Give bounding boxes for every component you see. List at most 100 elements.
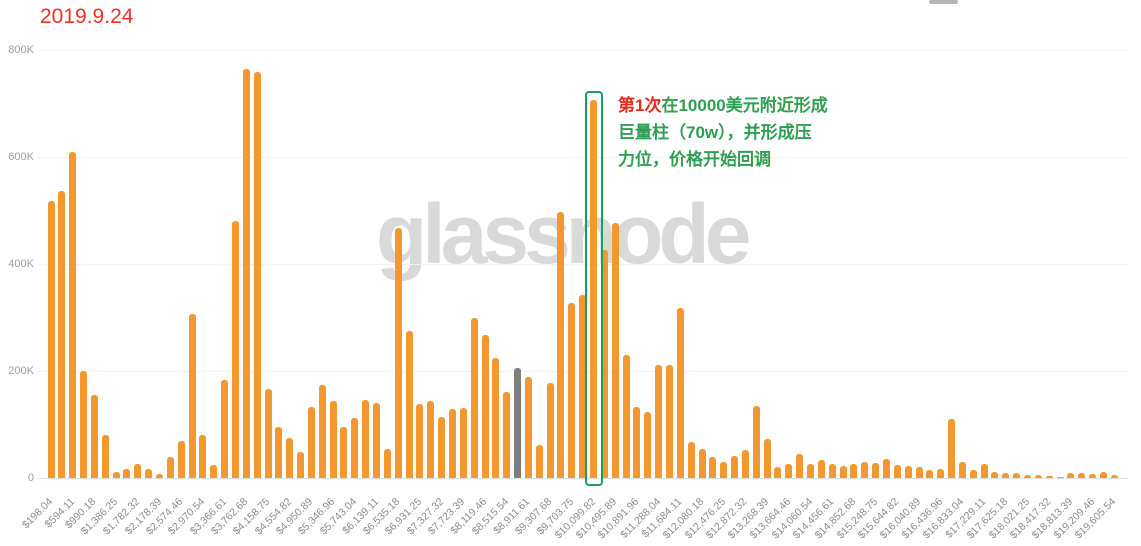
bar[interactable] (69, 151, 77, 478)
bar[interactable] (438, 417, 446, 478)
bar[interactable] (882, 459, 890, 478)
bar[interactable] (1034, 475, 1042, 478)
bar[interactable] (807, 463, 814, 478)
bar[interactable] (741, 450, 749, 478)
bar[interactable] (58, 190, 66, 478)
bar[interactable] (622, 355, 630, 478)
bar[interactable] (427, 401, 435, 478)
bar[interactable] (958, 462, 966, 478)
current-price-bar[interactable] (514, 368, 522, 478)
bar[interactable] (373, 403, 380, 478)
bar[interactable] (948, 419, 956, 478)
bar[interactable] (861, 461, 869, 478)
bar[interactable] (177, 440, 185, 478)
bar[interactable] (275, 426, 283, 478)
bar[interactable] (503, 391, 511, 478)
bar[interactable] (535, 444, 543, 478)
bar[interactable] (459, 408, 467, 478)
bar[interactable] (915, 466, 923, 478)
bar[interactable] (286, 438, 294, 478)
bar[interactable] (416, 404, 424, 478)
bar[interactable] (600, 249, 608, 478)
bar[interactable] (318, 384, 326, 478)
bar[interactable] (134, 464, 142, 478)
bar[interactable] (579, 295, 587, 478)
bar[interactable] (166, 456, 174, 478)
bar[interactable] (112, 471, 120, 478)
bar[interactable] (481, 335, 489, 478)
bar[interactable] (665, 365, 673, 478)
bar[interactable] (1099, 472, 1107, 478)
bar[interactable] (817, 459, 825, 478)
bar[interactable] (980, 464, 988, 478)
bar[interactable] (383, 448, 391, 478)
bar[interactable] (242, 69, 250, 478)
bar[interactable] (785, 464, 793, 478)
bar[interactable] (774, 466, 782, 478)
bar[interactable] (1013, 473, 1021, 478)
bar[interactable] (492, 358, 500, 478)
bar[interactable] (362, 400, 370, 478)
bar[interactable] (264, 389, 272, 478)
bar[interactable] (101, 434, 109, 478)
bar[interactable] (221, 380, 229, 478)
bar[interactable] (991, 471, 999, 478)
bar[interactable] (340, 426, 348, 478)
bar[interactable] (893, 465, 901, 478)
bar[interactable] (253, 71, 261, 478)
bar[interactable] (156, 473, 163, 478)
highlighted-bar[interactable] (590, 99, 597, 478)
bar[interactable] (720, 461, 728, 478)
bar[interactable] (1056, 476, 1064, 478)
bar[interactable] (709, 456, 717, 478)
bar[interactable] (557, 212, 565, 478)
bar[interactable] (1078, 472, 1086, 478)
bar[interactable] (470, 318, 478, 478)
bar[interactable] (752, 405, 760, 478)
bar[interactable] (231, 220, 239, 478)
bar[interactable] (188, 313, 196, 478)
bar[interactable] (904, 466, 912, 478)
bar[interactable] (850, 463, 858, 478)
bar[interactable] (687, 442, 695, 478)
grid-line (38, 157, 1128, 158)
bar[interactable] (123, 469, 131, 478)
bar[interactable] (47, 200, 55, 478)
bar[interactable] (633, 407, 641, 478)
bar[interactable] (524, 376, 532, 478)
bar[interactable] (405, 331, 413, 478)
bar[interactable] (199, 434, 207, 478)
bar[interactable] (307, 406, 315, 478)
bar[interactable] (763, 439, 771, 478)
bar[interactable] (828, 464, 836, 478)
bar[interactable] (937, 469, 945, 478)
bar[interactable] (568, 303, 576, 478)
bar[interactable] (1089, 474, 1097, 478)
bar[interactable] (546, 383, 554, 478)
bar[interactable] (698, 448, 706, 478)
bar[interactable] (351, 418, 359, 478)
bar[interactable] (80, 371, 88, 478)
bar[interactable] (1002, 472, 1010, 478)
bar[interactable] (731, 456, 739, 478)
bar[interactable] (611, 222, 619, 478)
bar[interactable] (145, 469, 153, 478)
bar[interactable] (394, 228, 402, 478)
bar[interactable] (297, 451, 305, 478)
bar[interactable] (1024, 474, 1031, 478)
bar[interactable] (90, 395, 98, 478)
bar[interactable] (448, 408, 456, 478)
bar[interactable] (329, 401, 337, 478)
bar[interactable] (644, 412, 652, 478)
bar[interactable] (969, 469, 977, 478)
bar[interactable] (210, 464, 218, 478)
bar[interactable] (796, 453, 804, 478)
bar[interactable] (676, 308, 684, 478)
bar[interactable] (655, 364, 663, 478)
bar[interactable] (1110, 475, 1118, 478)
bar[interactable] (1045, 475, 1053, 478)
bar[interactable] (872, 463, 880, 478)
bar[interactable] (1067, 473, 1075, 478)
bar[interactable] (839, 466, 847, 478)
bar[interactable] (926, 469, 934, 478)
